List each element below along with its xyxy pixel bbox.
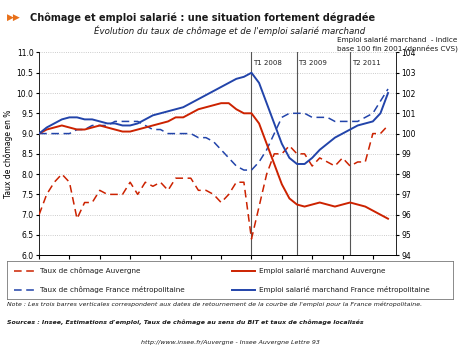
Text: Emploi salarié marchand  - indice: Emploi salarié marchand - indice — [336, 36, 457, 43]
Text: http://www.insee.fr/Auvergne - Insee Auvergne Lettre 93: http://www.insee.fr/Auvergne - Insee Auv… — [140, 340, 319, 345]
Text: Évolution du taux de chômage et de l'emploi salarié marchand: Évolution du taux de chômage et de l'emp… — [94, 25, 365, 36]
Text: Taux de chômage France métropolitaine: Taux de chômage France métropolitaine — [40, 286, 185, 293]
Text: T1 2008: T1 2008 — [252, 60, 281, 66]
Text: ▶▶: ▶▶ — [7, 13, 21, 22]
Text: Note : Les trois barres verticales correspondent aux dates de retournement de la: Note : Les trois barres verticales corre… — [7, 301, 421, 307]
Text: T3 2009: T3 2009 — [298, 60, 327, 66]
Text: Chômage et emploi salarié : une situation fortement dégradée: Chômage et emploi salarié : une situatio… — [30, 13, 374, 23]
Text: Sources : Insee, Estimations d'emploi, Taux de chômage au sens du BIT et taux de: Sources : Insee, Estimations d'emploi, T… — [7, 319, 363, 325]
Y-axis label: Taux de chômage en %: Taux de chômage en % — [3, 110, 12, 198]
Text: T2 2011: T2 2011 — [351, 60, 380, 66]
Text: Emploi salarié marchand Auvergne: Emploi salarié marchand Auvergne — [258, 267, 385, 274]
Text: Emploi salarié marchand France métropolitaine: Emploi salarié marchand France métropoli… — [258, 286, 429, 293]
Text: base 100 fin 2001 (données CVS): base 100 fin 2001 (données CVS) — [336, 44, 457, 52]
Text: Taux de chômage Auvergne: Taux de chômage Auvergne — [40, 267, 140, 274]
